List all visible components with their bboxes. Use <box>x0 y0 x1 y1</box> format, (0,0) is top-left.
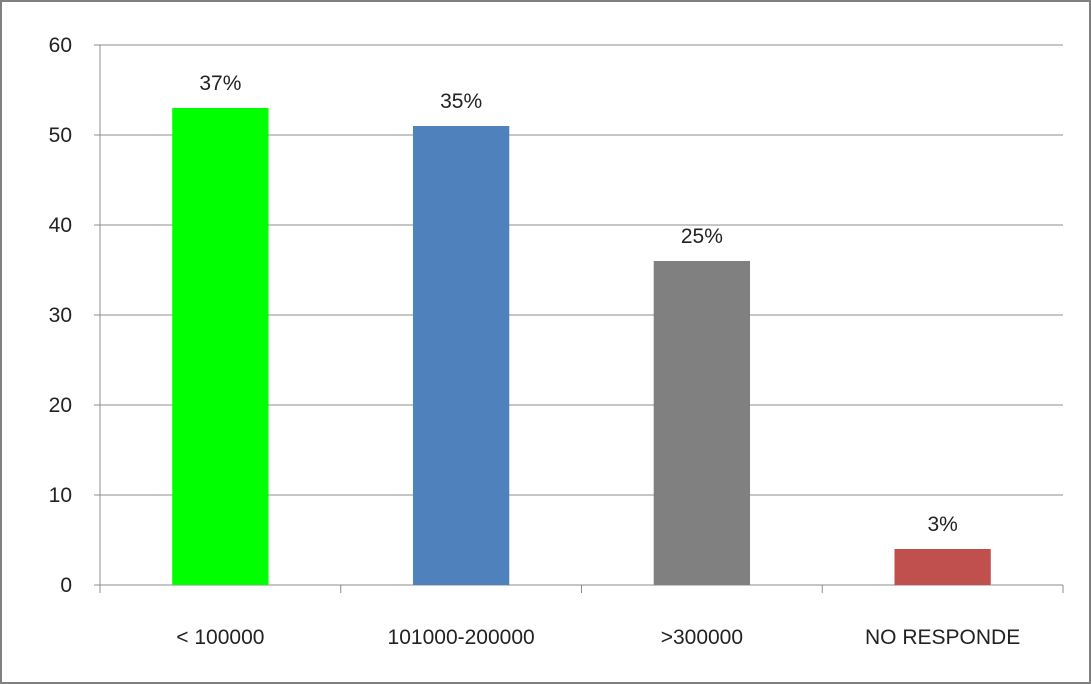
y-tick-label: 40 <box>49 214 72 237</box>
bar-2 <box>653 261 751 585</box>
bar-0 <box>172 108 269 585</box>
bar-1 <box>412 126 510 585</box>
data-label-1: 35% <box>440 90 482 113</box>
data-label-3: 3% <box>927 513 957 536</box>
y-tick-label: 30 <box>49 304 72 327</box>
y-tick-label: 20 <box>49 394 72 417</box>
bars <box>172 108 991 585</box>
labels: 0 10 20 30 40 50 60 37% < 100000 35% 101000-200000… <box>49 34 1021 649</box>
y-tick-label: 50 <box>49 124 72 147</box>
x-category-label: 101000-200000 <box>388 626 535 649</box>
x-category-label: < 100000 <box>176 626 264 649</box>
y-tick-label: 0 <box>60 574 72 597</box>
y-tick-label: 60 <box>49 34 72 57</box>
x-category-label: NO RESPONDE <box>865 626 1020 649</box>
x-category-label: >300000 <box>661 626 743 649</box>
data-label-2: 25% <box>681 225 723 248</box>
y-tick-label: 10 <box>49 484 72 507</box>
bar-3 <box>894 549 991 585</box>
data-label-0: 37% <box>199 72 241 95</box>
